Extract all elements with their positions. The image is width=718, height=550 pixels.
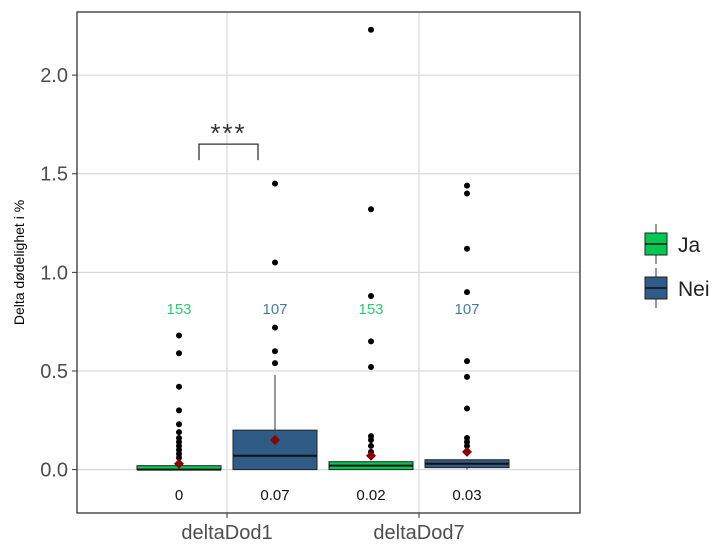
outlier-point bbox=[464, 246, 470, 252]
outlier-point bbox=[464, 405, 470, 411]
outlier-point bbox=[464, 289, 470, 295]
y-tick-label: 2.0 bbox=[40, 65, 68, 87]
n-label: 107 bbox=[454, 301, 479, 318]
significance-label: *** bbox=[210, 118, 246, 148]
n-label: 153 bbox=[166, 301, 191, 318]
outlier-point bbox=[176, 332, 182, 338]
outlier-point bbox=[176, 350, 182, 356]
outlier-point bbox=[368, 27, 374, 33]
outlier-point bbox=[368, 293, 374, 299]
outlier-point bbox=[368, 364, 374, 370]
outlier-point bbox=[176, 421, 182, 427]
x-tick-label: deltaDod7 bbox=[373, 522, 464, 544]
outlier-point bbox=[368, 338, 374, 344]
n-label: 107 bbox=[262, 301, 287, 318]
y-axis-label: Delta dødelighet i % bbox=[11, 200, 27, 325]
median-label: 0.02 bbox=[356, 487, 385, 504]
legend-label: Nei bbox=[678, 278, 710, 301]
outlier-point bbox=[176, 429, 182, 435]
y-tick-label: 1.5 bbox=[40, 164, 68, 186]
median-label: 0.03 bbox=[452, 487, 481, 504]
outlier-point bbox=[176, 407, 182, 413]
median-label: 0 bbox=[175, 487, 183, 504]
outlier-point bbox=[464, 183, 470, 189]
y-tick-label: 0.0 bbox=[40, 460, 68, 482]
median-label: 0.07 bbox=[260, 487, 289, 504]
x-tick-label: deltaDod1 bbox=[181, 522, 272, 544]
outlier-point bbox=[176, 384, 182, 390]
outlier-point bbox=[464, 358, 470, 364]
y-tick-label: 1.0 bbox=[40, 262, 68, 284]
outlier-point bbox=[272, 325, 278, 331]
outlier-point bbox=[368, 443, 374, 449]
n-label: 153 bbox=[358, 301, 383, 318]
outlier-point bbox=[272, 260, 278, 266]
outlier-point bbox=[272, 181, 278, 187]
outlier-point bbox=[368, 206, 374, 212]
outlier-point bbox=[368, 437, 374, 443]
plot-panel bbox=[77, 12, 580, 513]
outlier-point bbox=[272, 360, 278, 366]
outlier-point bbox=[464, 374, 470, 380]
y-tick-label: 0.5 bbox=[40, 361, 68, 383]
outlier-point bbox=[464, 190, 470, 196]
outlier-point bbox=[272, 348, 278, 354]
legend-label: Ja bbox=[678, 234, 701, 257]
